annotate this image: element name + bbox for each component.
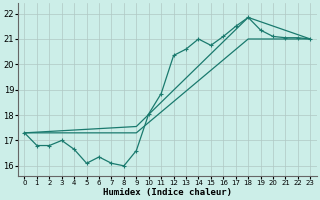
X-axis label: Humidex (Indice chaleur): Humidex (Indice chaleur) — [103, 188, 232, 197]
